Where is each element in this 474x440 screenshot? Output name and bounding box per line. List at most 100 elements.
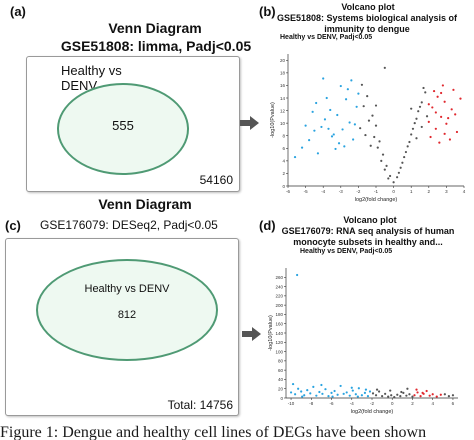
panel-a-title: Venn Diagram — [108, 20, 202, 36]
data-point — [389, 389, 392, 392]
data-point — [443, 132, 446, 135]
data-point — [374, 104, 378, 107]
data-point — [369, 144, 372, 147]
data-point — [406, 387, 409, 390]
data-point — [367, 119, 371, 122]
data-point — [362, 105, 365, 108]
data-point — [388, 174, 392, 178]
data-point — [396, 393, 399, 396]
y-tick-label: 12 — [280, 108, 286, 113]
data-point — [421, 391, 424, 394]
data-point — [439, 393, 442, 396]
data-point — [300, 146, 304, 149]
panel-c-label: (c) — [5, 218, 21, 233]
y-tick-label: 200 — [275, 303, 283, 308]
data-point — [447, 117, 450, 120]
data-point — [406, 145, 409, 148]
data-point — [329, 108, 332, 112]
y-tick-label: 20 — [280, 58, 286, 63]
arrow-right-icon — [240, 116, 259, 130]
y-tick-label: 20 — [278, 387, 284, 392]
data-point — [401, 161, 404, 164]
data-point — [392, 181, 395, 184]
data-point — [337, 142, 341, 145]
data-point — [353, 123, 356, 126]
y-tick-label: 8 — [282, 134, 285, 139]
data-point — [408, 140, 411, 144]
data-point — [420, 101, 423, 104]
venn-set-label-c: Healthy vs DENV — [84, 283, 170, 295]
data-point — [397, 171, 400, 174]
panel-d-subtitle-line1: GSE176079: RNA seq analysis of human — [281, 226, 455, 236]
y-tick-label: 0 — [280, 396, 283, 401]
data-point — [381, 395, 384, 398]
data-point — [447, 395, 450, 398]
data-point — [387, 177, 390, 180]
data-point — [429, 135, 432, 139]
data-point — [318, 390, 321, 394]
x-tick-label: 0 — [391, 401, 394, 406]
data-point — [410, 133, 413, 136]
data-point — [360, 83, 364, 86]
venn-total-c: Total: 14756 — [167, 398, 233, 412]
data-point — [355, 105, 358, 108]
data-point — [454, 113, 457, 116]
data-point — [312, 385, 315, 388]
panel-b-comparison: Healthy vs DENV, Padj<0.05 — [280, 34, 373, 41]
y-tick-label: 10 — [280, 121, 286, 126]
data-point — [425, 389, 428, 393]
data-point — [415, 137, 418, 140]
data-point — [332, 133, 335, 136]
x-tick-label: -5 — [304, 189, 308, 194]
data-point — [363, 391, 367, 394]
data-point — [354, 393, 357, 396]
y-axis-label: -log10(Pvalue) — [268, 315, 274, 351]
data-point — [383, 168, 386, 171]
x-tick-label: 2 — [428, 189, 431, 194]
data-point — [301, 395, 304, 398]
data-point — [375, 388, 379, 391]
y-tick-label: 220 — [275, 294, 283, 299]
data-point — [351, 389, 354, 392]
venn-count-a: 555 — [112, 118, 134, 133]
data-point — [309, 392, 312, 395]
x-tick-label: -4 — [321, 189, 325, 194]
x-tick-label: -10 — [288, 401, 295, 406]
data-point — [440, 91, 443, 95]
data-point — [306, 389, 309, 392]
x-tick-label: -1 — [374, 189, 378, 194]
x-tick-label: 1 — [410, 189, 413, 194]
data-point — [434, 111, 437, 114]
data-point — [418, 105, 422, 108]
data-point — [420, 125, 423, 129]
y-tick-label: 16 — [280, 83, 286, 88]
data-point — [330, 391, 333, 394]
x-tick-label: 4 — [463, 189, 466, 194]
y-tick-label: 2 — [282, 171, 285, 176]
venn-count-c: 812 — [117, 309, 137, 321]
data-point — [450, 108, 453, 111]
data-point — [410, 107, 413, 110]
data-point — [419, 395, 422, 398]
data-point — [357, 92, 360, 95]
x-tick-label: -8 — [309, 401, 313, 406]
data-point — [315, 101, 318, 105]
data-point — [322, 77, 325, 80]
x-axis-label: log2(fold change) — [351, 409, 394, 415]
data-point — [341, 128, 344, 131]
data-point — [455, 130, 459, 134]
data-point — [352, 138, 355, 141]
x-tick-label: -3 — [339, 189, 343, 194]
data-point — [300, 390, 303, 393]
data-point — [405, 394, 408, 397]
data-point — [400, 390, 403, 394]
x-tick-label: 0 — [392, 189, 395, 194]
data-point — [308, 139, 311, 142]
venn-set-circle-c — [36, 259, 218, 361]
data-point — [303, 394, 306, 397]
venn-diagram-box-c: Healthy vs DENV 812 Total: 14756 — [5, 238, 239, 416]
arrow-right-icon — [242, 327, 261, 341]
data-point — [320, 383, 323, 387]
data-point — [387, 395, 390, 398]
